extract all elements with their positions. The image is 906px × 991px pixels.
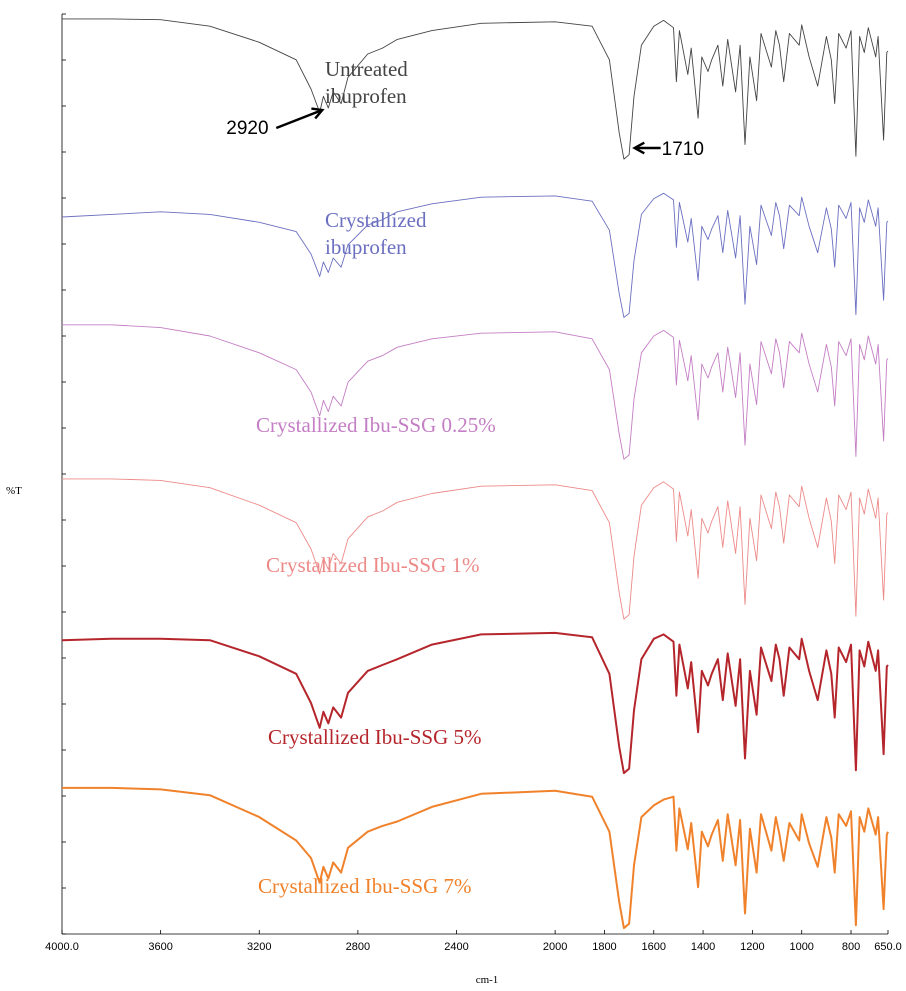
x-tick-label: 800 <box>842 941 860 953</box>
x-tick-label: 1600 <box>642 941 666 953</box>
x-tick-label: 4000.0 <box>45 941 79 953</box>
peak-annotation-1710: 1710 <box>662 139 704 160</box>
series-label-line: ibuprofen <box>325 84 407 108</box>
x-tick-label: 2000 <box>543 941 567 953</box>
annotation-arrow <box>275 108 323 130</box>
series-label-2: Crystallized ibuprofen <box>325 208 427 259</box>
annotation-arrowhead <box>632 141 645 155</box>
x-tick-label: 1400 <box>691 941 715 953</box>
x-tick-label: 3600 <box>148 941 172 953</box>
axes: 4000.0 3600 3200 2800 2400 2000 1800 1600 1400 12… <box>45 13 902 953</box>
series-label-5: Crystallized Ibu-SSG 5% <box>268 725 481 749</box>
series-line-2 <box>61 192 889 318</box>
x-tick-label: 1800 <box>592 941 616 953</box>
series-label-line: Crystallized Ibu-SSG 0.25% <box>256 413 496 437</box>
series-label-line: Crystallized Ibu-SSG 1% <box>266 553 479 577</box>
x-tick-label: 650.0 <box>874 941 902 953</box>
series-label-line: ibuprofen <box>325 235 407 259</box>
series-label-6: Crystallized Ibu-SSG 7% <box>258 874 471 898</box>
series-label-line: Untreated <box>325 57 408 81</box>
series-label-1: Untreated ibuprofen <box>325 57 408 108</box>
series-line-1 <box>62 18 889 160</box>
series-line-3 <box>62 324 889 460</box>
series-label-4: Crystallized Ibu-SSG 1% <box>266 553 479 577</box>
x-tick-label: 1000 <box>789 941 813 953</box>
series-label-3: Crystallized Ibu-SSG 0.25% <box>256 413 496 437</box>
series-line-5 <box>61 631 889 775</box>
series-label-line: Crystallized Ibu-SSG 5% <box>268 725 481 749</box>
series-line-4 <box>62 478 889 620</box>
y-axis-label: %T <box>6 485 22 497</box>
x-tick-label: 2800 <box>346 941 370 953</box>
peak-annotation-2920: 2920 <box>226 118 268 139</box>
x-tick-label: 3200 <box>247 941 271 953</box>
x-tick-label: 1200 <box>740 941 764 953</box>
annotations: 2920 1710 <box>226 107 704 160</box>
annotation-arrowhead <box>311 107 325 120</box>
x-tick-label: 2400 <box>444 941 468 953</box>
series-line-6 <box>62 786 889 930</box>
series-label-line: Crystallized Ibu-SSG 7% <box>258 874 471 898</box>
x-axis-label: cm-1 <box>476 974 499 986</box>
series-layer <box>61 18 889 930</box>
series-label-line: Crystallized <box>325 208 427 232</box>
